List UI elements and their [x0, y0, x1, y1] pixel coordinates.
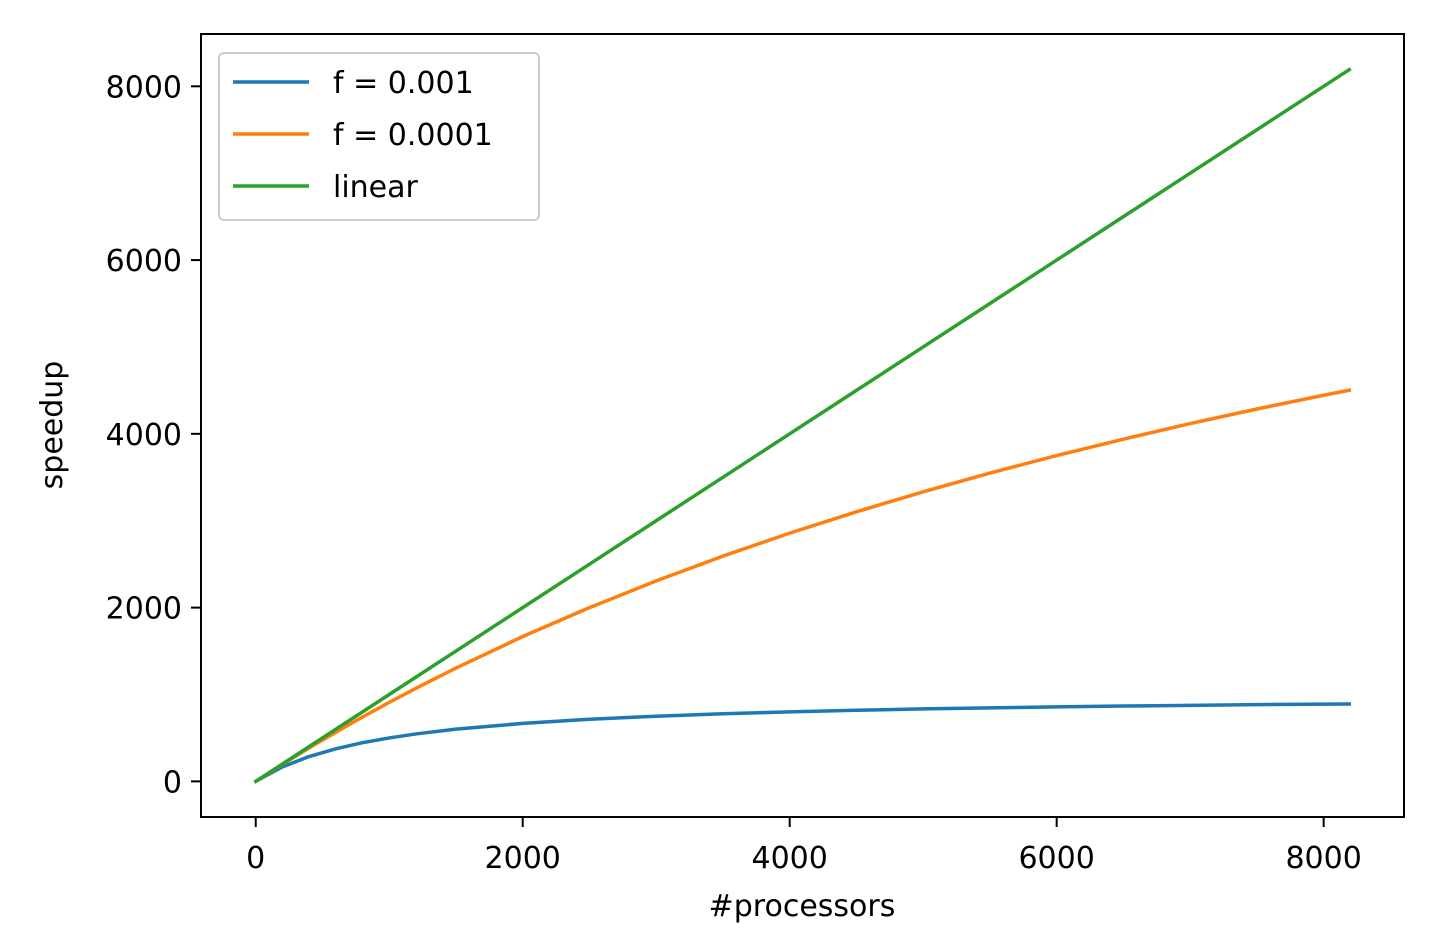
legend-box	[218, 52, 540, 221]
x-tick-label: 0	[246, 841, 265, 876]
y-tick-label: 2000	[106, 592, 182, 627]
legend-label-2: f = 0.0001	[333, 118, 493, 153]
y-tick-label: 4000	[106, 418, 182, 453]
y-axis-label: speedup	[35, 361, 70, 490]
series-line-3	[253, 67, 1352, 784]
y-axis: 0 2000 4000 6000 8000	[106, 70, 201, 800]
legend-label-3: linear	[333, 170, 419, 205]
series-line-2	[253, 388, 1352, 784]
x-tick-label: 4000	[752, 841, 828, 876]
legend: f = 0.001 f = 0.0001 linear	[218, 52, 540, 221]
x-axis-label: #processors	[709, 889, 896, 924]
legend-label-1: f = 0.001	[333, 66, 474, 101]
y-tick-label: 6000	[106, 244, 182, 279]
series-line-1	[253, 702, 1352, 784]
x-tick-label: 2000	[485, 841, 561, 876]
x-axis: 0 2000 4000 6000 8000	[246, 817, 1362, 876]
series-layer	[253, 67, 1352, 784]
y-tick-label: 8000	[106, 70, 182, 105]
plot-frame	[200, 33, 1405, 818]
x-tick-label: 8000	[1285, 841, 1361, 876]
y-tick-label: 0	[163, 765, 182, 800]
x-tick-label: 6000	[1018, 841, 1094, 876]
